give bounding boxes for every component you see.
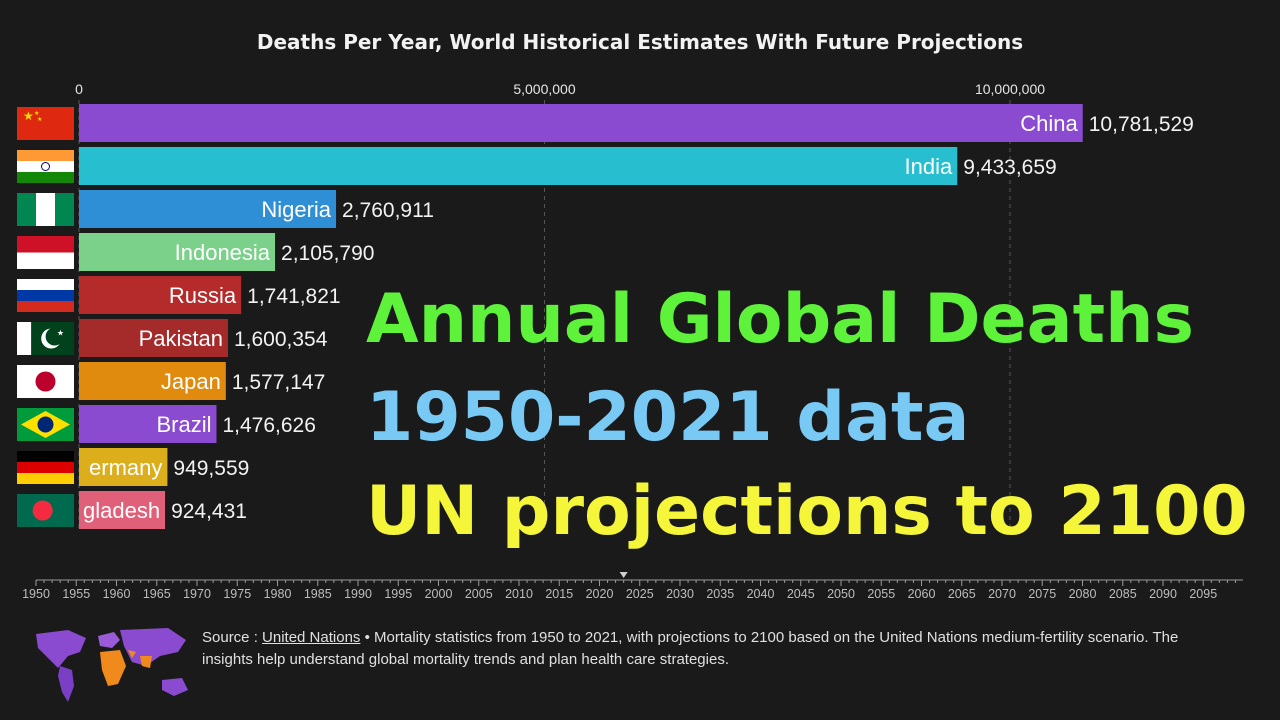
timeline-year-label: 1950 — [22, 587, 50, 601]
value-label: 2,105,790 — [281, 242, 374, 265]
bar-label: ermany — [89, 455, 162, 480]
timeline-year-label: 2025 — [626, 587, 654, 601]
timeline-year-label: 2020 — [586, 587, 614, 601]
japan-flag-icon — [17, 365, 74, 398]
timeline-year-label: 1985 — [304, 587, 332, 601]
svg-text:★: ★ — [23, 109, 34, 123]
world-map-icon — [36, 628, 188, 702]
bar-nigeria — [79, 190, 337, 228]
bar-label: India — [905, 154, 953, 179]
timeline-year-label: 2075 — [1028, 587, 1056, 601]
x-tick-label: 0 — [75, 81, 83, 97]
timeline-year-label: 2095 — [1189, 587, 1217, 601]
timeline-year-label: 2010 — [505, 587, 533, 601]
timeline-year-label: 1990 — [344, 587, 372, 601]
value-label: 2,760,911 — [342, 199, 434, 222]
bar-pakistan — [79, 319, 228, 357]
value-label: 924,431 — [171, 500, 247, 523]
bar-china — [79, 104, 1083, 142]
timeline-year-label: 1975 — [223, 587, 251, 601]
bar-label: Nigeria — [261, 197, 331, 222]
timeline-year-label: 2065 — [948, 587, 976, 601]
bangladesh-flag-icon — [17, 494, 74, 527]
bar-russia — [79, 276, 242, 314]
bar-bangladesh — [79, 491, 166, 529]
timeline-year-label: 2030 — [666, 587, 694, 601]
bar-label: gladesh — [83, 498, 160, 523]
value-label: 1,577,147 — [232, 371, 325, 394]
bar-label: Brazil — [156, 412, 211, 437]
timeline-year-label: 2035 — [706, 587, 734, 601]
overlay-headline: Annual Global Deaths — [366, 280, 1194, 359]
timeline-marker-icon[interactable] — [619, 572, 628, 578]
timeline-year-label: 1995 — [384, 587, 412, 601]
x-tick-label: 5,000,000 — [513, 81, 575, 97]
timeline-year-label: 2045 — [787, 587, 815, 601]
svg-text:★: ★ — [57, 329, 64, 338]
timeline-year-label: 2050 — [827, 587, 855, 601]
overlay-subheadline: 1950-2021 data — [366, 378, 970, 457]
timeline-year-label: 2015 — [545, 587, 573, 601]
bar-label: Russia — [169, 283, 237, 308]
timeline-year-label: 1960 — [103, 587, 131, 601]
value-label: 949,559 — [173, 457, 249, 480]
x-tick-label: 10,000,000 — [975, 81, 1045, 97]
timeline-year-label: 2080 — [1069, 587, 1097, 601]
bar-indonesia — [79, 233, 276, 271]
russia-flag-icon — [17, 279, 74, 312]
timeline-year-label: 2000 — [425, 587, 453, 601]
source-prefix: Source : — [202, 629, 263, 646]
china-flag-icon: ★ ★★ — [17, 107, 74, 140]
value-label: 1,741,821 — [247, 285, 340, 308]
bar-india — [79, 147, 958, 185]
timeline-year-label: 1980 — [264, 587, 292, 601]
overlay-projection-line: UN projections to 2100 — [366, 472, 1248, 551]
chart-title: Deaths Per Year, World Historical Estima… — [256, 30, 1024, 54]
timeline-year-label: 1965 — [143, 587, 171, 601]
timeline-year-label: 2090 — [1149, 587, 1177, 601]
bar-japan — [79, 362, 226, 400]
bar-germany — [79, 448, 168, 486]
pakistan-flag-icon: ★ — [17, 322, 74, 355]
germany-flag-icon — [17, 451, 74, 484]
value-label: 9,433,659 — [963, 156, 1056, 179]
value-label: 10,781,529 — [1089, 113, 1194, 136]
indonesia-flag-icon — [17, 236, 74, 269]
source-text: • Mortality statistics from 1950 to 2021… — [202, 629, 1179, 668]
timeline-year-label: 1955 — [62, 587, 90, 601]
nigeria-flag-icon — [17, 193, 74, 226]
source-link[interactable]: United Nations — [262, 629, 361, 646]
svg-text:★: ★ — [34, 110, 39, 117]
timeline-year-label: 2070 — [988, 587, 1016, 601]
value-label: 1,600,354 — [234, 328, 328, 351]
timeline-year-label: 2040 — [747, 587, 775, 601]
bar-label: Indonesia — [175, 240, 271, 265]
brazil-flag-icon — [17, 408, 74, 441]
bar-brazil — [79, 405, 217, 443]
india-flag-icon — [17, 150, 74, 183]
bar-label: Pakistan — [139, 326, 223, 351]
timeline-year-label: 2085 — [1109, 587, 1137, 601]
bar-label: Japan — [161, 369, 221, 394]
timeline-year-label: 1970 — [183, 587, 211, 601]
timeline-year-label: 2005 — [465, 587, 493, 601]
timeline-year-label: 2055 — [867, 587, 895, 601]
bar-label: China — [1020, 111, 1078, 136]
timeline-year-label: 2060 — [908, 587, 936, 601]
svg-text:★: ★ — [37, 116, 42, 123]
source-note: Source : United Nations • Mortality stat… — [202, 627, 1222, 671]
value-label: 1,476,626 — [222, 414, 315, 437]
